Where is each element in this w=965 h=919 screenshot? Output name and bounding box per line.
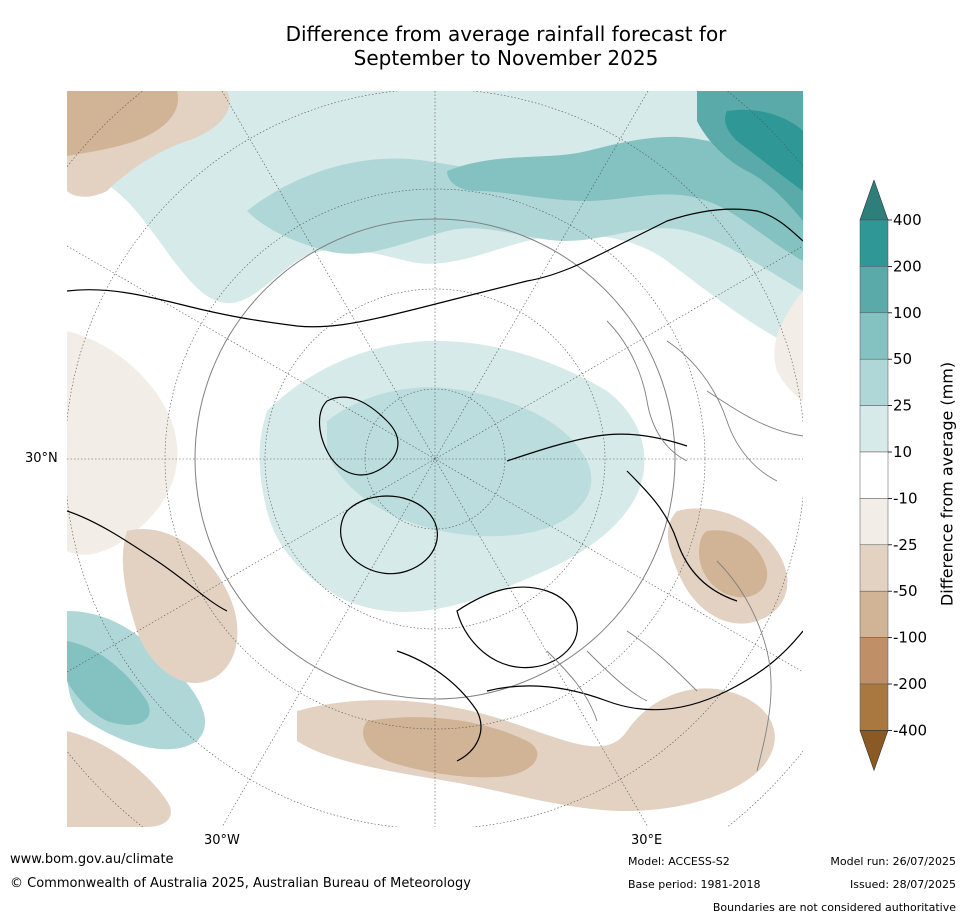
footer-url[interactable]: www.bom.gov.au/climate [10,852,174,867]
colorbar-tick-label: 400 [893,211,922,229]
colorbar-extend-top [859,179,889,221]
lon-label-30e: 30°E [631,833,663,848]
rainfall-map [67,91,803,827]
colorbar-tick-label: 100 [893,304,922,322]
colorbar-tick-label: 10 [893,443,912,461]
map-title: Difference from average rainfall forecas… [0,22,965,70]
colorbar-segment [859,544,889,592]
footer-base-period: Base period: 1981-2018 [628,878,761,891]
colorbar-tick-label: -10 [893,489,918,507]
colorbar-tick-label: -25 [893,536,918,554]
colorbar-segment [859,451,889,499]
colorbar-segment [859,590,889,638]
colorbar-tick-label: 50 [893,350,912,368]
title-line-2: September to November 2025 [353,46,659,70]
map-canvas [67,91,803,827]
colorbar-segment [859,358,889,406]
colorbar-tick-label: -400 [893,721,927,739]
title-line-1: Difference from average rainfall forecas… [285,22,727,46]
footer-model: Model: ACCESS-S2 [628,855,730,868]
colorbar-scale: 400 200 100 50 25 10 -10 -25 -50 -100 -200 -400 [859,179,927,772]
lon-label-30w: 30°W [204,833,240,848]
colorbar-segment [859,266,889,314]
colorbar-tick-label: -50 [893,582,918,600]
footer-model-run: Model run: 26/07/2025 [830,855,956,868]
colorbar-segment [859,312,889,360]
colorbar-title: Difference from average (mm) [937,361,957,607]
colorbar: 400 200 100 50 25 10 -10 -25 -50 -100 -200 -400 [850,179,930,785]
footer-copyright: © Commonwealth of Australia 2025, Austra… [10,876,471,891]
footer-disclaimer: Boundaries are not considered authoritat… [712,901,956,914]
colorbar-segment [859,405,889,453]
footer-issued: Issued: 28/07/2025 [849,878,956,891]
colorbar-segment [859,219,889,267]
colorbar-tick-label: 25 [893,397,912,415]
colorbar-tick-label: -200 [893,675,927,693]
colorbar-segment [859,637,889,685]
lat-label-30n: 30°N [25,451,58,466]
colorbar-tick-label: -100 [893,629,927,647]
colorbar-tick-label: 200 [893,257,922,275]
colorbar-segment [859,683,889,731]
colorbar-segment [859,498,889,546]
colorbar-extend-bottom [859,730,889,772]
